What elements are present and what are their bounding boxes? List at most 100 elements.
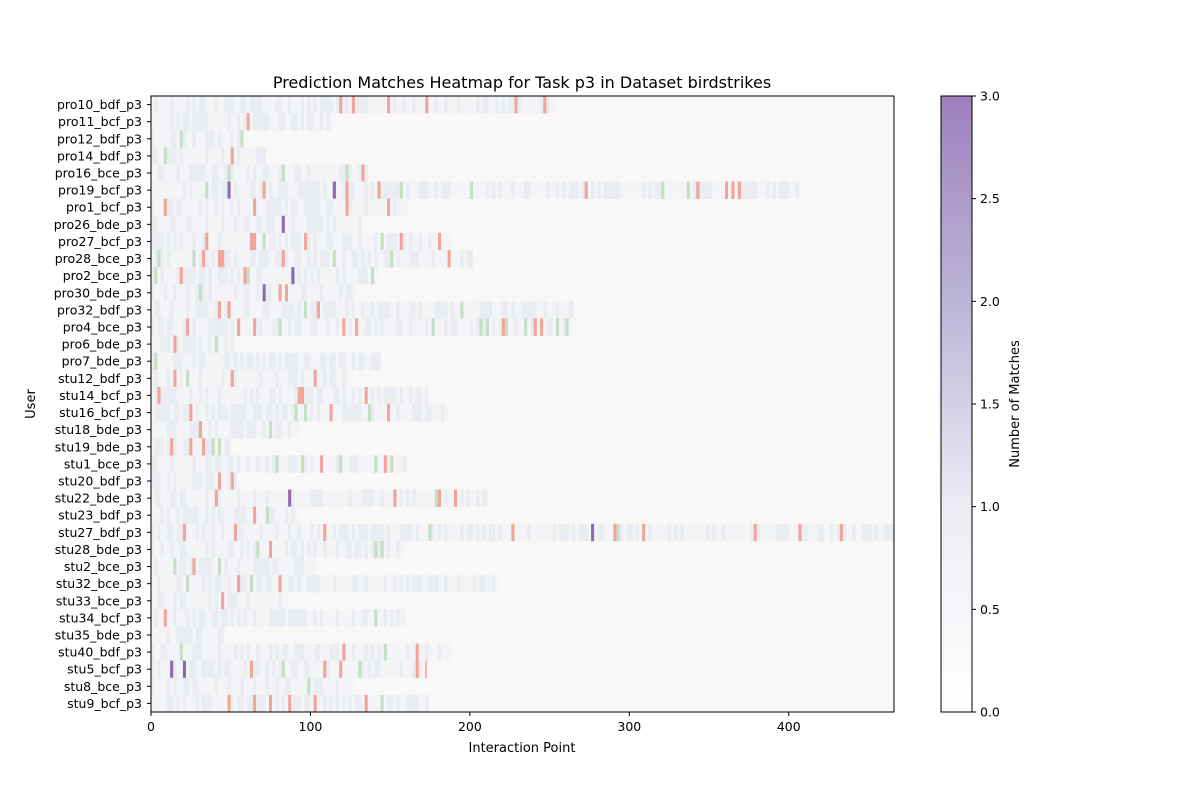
heatmap-cell [268,96,273,114]
heatmap-cell [278,369,282,388]
y-tick-label: pro14_bdf_p3 [57,148,142,163]
heatmap-cell [189,164,193,182]
heatmap-cell [559,181,563,199]
heatmap-cell [409,575,413,593]
heatmap-cell [434,181,438,199]
heatmap-cell [431,489,435,507]
heatmap-cell [275,592,279,610]
heatmap-cell [208,626,212,644]
heatmap-cell [205,301,209,319]
heatmap-cell [769,181,773,199]
heatmap-cell [291,523,295,542]
heatmap-cell [355,643,359,661]
heatmap-row [151,694,431,712]
heatmap-cell [240,284,244,302]
heatmap-cell [237,113,241,131]
heatmap-cell [205,438,209,456]
heatmap-cell [355,489,359,507]
heatmap-cell [265,643,269,661]
heatmap-cell [230,215,234,234]
heatmap-cell [281,215,285,234]
heatmap-cell [198,540,203,559]
heatmap-cell [364,164,368,182]
heatmap-cell [323,198,327,217]
heatmap-cell [329,164,333,182]
heatmap-cell [316,267,321,285]
heatmap-cell [342,96,346,114]
heatmap-cell [202,130,206,148]
heatmap-cell [160,386,164,405]
y-tick-label: pro6_bde_p3 [62,337,142,352]
heatmap-cell [233,267,238,285]
heatmap-cell [227,506,231,525]
heatmap-cell [243,489,247,507]
heatmap-cell [642,181,646,199]
heatmap-cell [348,575,352,593]
heatmap-cell [157,626,161,644]
heatmap-cell [288,96,292,114]
heatmap-cell [320,677,324,696]
heatmap-cell [189,369,193,388]
heatmap-cell [383,643,387,661]
heatmap-cell [208,489,212,507]
heatmap-cell [504,96,509,114]
heatmap-cell [307,113,311,131]
heatmap-cell [211,489,215,507]
heatmap-cell [418,181,423,199]
heatmap-cell [364,694,368,712]
heatmap-cell [151,609,155,627]
heatmap-cell [390,489,394,507]
heatmap-cell [166,506,171,525]
heatmap-cell [437,404,442,422]
heatmap-cell [297,609,301,627]
heatmap-cell [176,404,180,422]
heatmap-cell [795,181,799,199]
heatmap-cell [186,164,190,182]
heatmap-cell [243,455,247,473]
heatmap-cell [297,96,301,114]
heatmap-cell [288,301,292,319]
heatmap-cell [217,284,222,302]
heatmap-cell [182,489,187,507]
heatmap-cell [412,386,416,405]
heatmap-cell [437,301,442,319]
heatmap-cell [237,506,241,525]
heatmap-cell [307,198,311,217]
heatmap-cell [246,558,250,576]
heatmap-cell [393,455,397,473]
heatmap-cell [205,489,209,507]
heatmap-cell [377,575,381,593]
heatmap-cell [409,250,413,268]
heatmap-cell [546,318,550,336]
heatmap-cell [393,96,397,114]
heatmap-row [151,96,556,114]
heatmap-cell [501,301,505,319]
heatmap-cell [157,147,161,165]
heatmap-cell [492,96,496,114]
heatmap-cell [233,301,238,319]
heatmap-cell [278,284,282,302]
heatmap-cell [326,215,330,234]
heatmap-cell [776,181,780,199]
heatmap-cell [520,96,525,114]
heatmap-cell [157,232,161,251]
heatmap-cell [686,523,690,542]
heatmap-cell [335,660,340,679]
heatmap-cell [176,267,180,285]
heatmap-cell [243,421,247,439]
heatmap-cell [275,232,279,251]
heatmap-cell [240,592,244,610]
heatmap-cell [288,523,292,542]
heatmap-cell [466,250,470,268]
heatmap-cell [249,592,254,610]
heatmap-cell [431,318,435,336]
heatmap-cell [581,181,585,199]
heatmap-cell [358,250,362,268]
heatmap-cell [166,335,171,353]
heatmap-cell [195,232,199,251]
heatmap-cell [275,198,279,217]
heatmap-cell [154,575,158,593]
heatmap-cell [227,404,231,422]
y-tick-label: pro28_bce_p3 [55,251,142,266]
heatmap-cell [198,113,203,131]
